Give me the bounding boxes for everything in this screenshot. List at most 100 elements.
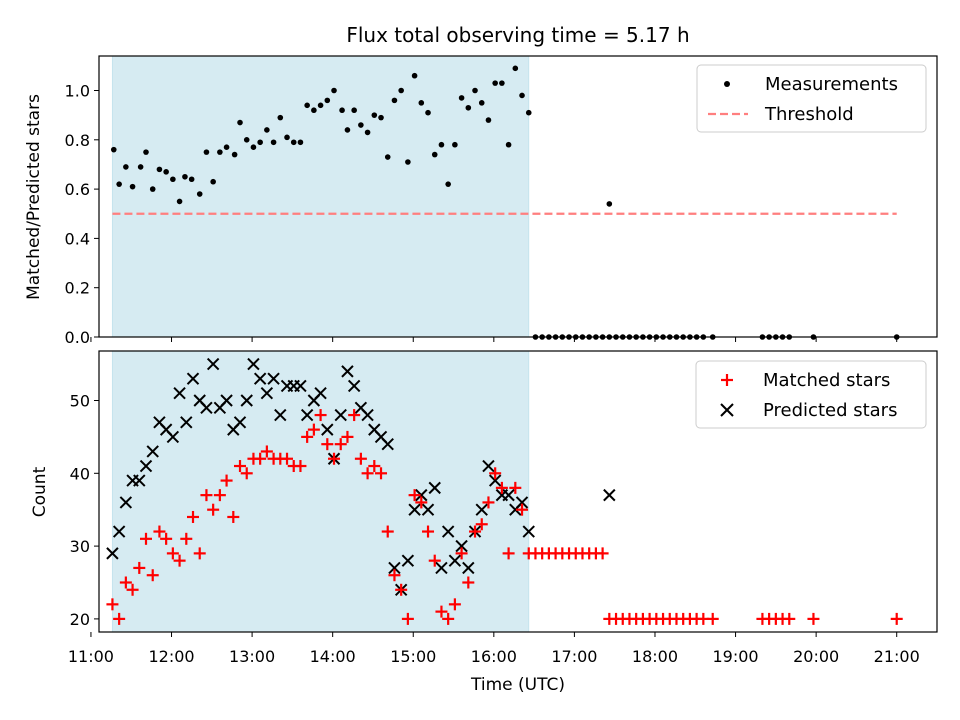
measurement-point <box>284 134 290 141</box>
measurement-point <box>519 92 525 99</box>
matched-point <box>475 518 488 531</box>
top-y-tick-label: 0.4 <box>65 229 90 248</box>
predicted-point <box>112 525 126 538</box>
matched-point <box>119 576 132 589</box>
measurement-point <box>499 80 505 86</box>
matched-point <box>126 583 139 596</box>
matched-point <box>361 467 374 480</box>
matched-point <box>187 510 200 523</box>
matched-point <box>348 409 361 422</box>
matched-point <box>160 532 173 545</box>
predicted-point <box>294 379 307 393</box>
predicted-point <box>515 496 529 509</box>
measurement-point <box>137 164 144 170</box>
measurement-point <box>311 107 317 114</box>
predicted-point <box>388 561 401 575</box>
top-legend-box <box>696 64 927 133</box>
matched-point <box>166 547 179 560</box>
measurement-point <box>237 119 243 126</box>
measurement-point <box>351 107 357 114</box>
matched-point <box>489 467 502 480</box>
matched-point <box>381 525 394 538</box>
x-tick-label: 12:00 <box>148 647 194 666</box>
predicted-point <box>334 408 347 422</box>
top-y-tick-label: 0.2 <box>65 279 90 298</box>
measurement-point <box>123 164 129 170</box>
predicted-point <box>321 423 334 436</box>
bottom-x-ticks: 11:00 12:00 13:00 14:00 15:00 16:00 17:00 18:00… <box>68 632 920 666</box>
matched-point <box>706 612 719 625</box>
matched-point <box>173 554 186 567</box>
matched-point <box>375 467 388 480</box>
predicted-point <box>502 488 515 502</box>
predicted-point <box>119 496 133 509</box>
predicted-point <box>408 503 421 516</box>
matched-point <box>227 510 240 523</box>
matched-point <box>314 409 327 422</box>
top-y-axis-label: Matched/Predicted stars <box>24 94 44 300</box>
bottom-y-ticks: 20 30 40 50 <box>70 392 99 629</box>
bottom-y-tick-label: 30 <box>70 537 90 556</box>
top-y-tick-label: 1.0 <box>65 82 90 101</box>
predicted-point <box>347 379 361 393</box>
matched-point <box>422 525 435 538</box>
bottom-legend: Matched stars Predicted stars <box>695 360 927 429</box>
matched-point <box>281 452 294 465</box>
x-axis-label: Time (UTC) <box>470 675 565 695</box>
measurement-point <box>223 144 230 151</box>
predicted-point <box>240 394 253 407</box>
matched-point <box>462 576 475 589</box>
measurement-point <box>196 191 203 197</box>
bottom-legend-box <box>695 360 927 429</box>
top-legend: Measurements Threshold <box>696 64 927 133</box>
measurement-point <box>445 181 451 187</box>
matched-point <box>395 583 408 596</box>
predicted-point <box>274 408 287 422</box>
measurement-point <box>243 137 250 143</box>
x-tick-label: 17:00 <box>551 647 597 666</box>
measurement-point <box>344 127 351 133</box>
matched-point <box>213 489 226 502</box>
measurement-point <box>458 95 465 101</box>
matched-point <box>509 481 522 494</box>
x-tick-label: 13:00 <box>229 647 275 666</box>
matched-point <box>495 481 508 494</box>
legend-measurements-label: Measurements <box>765 74 898 95</box>
measurement-point <box>277 114 284 121</box>
x-tick-label: 19:00 <box>713 647 759 666</box>
x-tick-label: 11:00 <box>68 647 114 666</box>
predicted-point <box>475 503 488 516</box>
measurement-point <box>290 139 297 146</box>
x-tick-label: 14:00 <box>310 647 356 666</box>
predicted-point <box>482 459 495 473</box>
measurement-point <box>384 154 391 160</box>
measurement-point <box>129 183 136 190</box>
matched-point <box>469 525 482 538</box>
matched-point <box>596 547 609 560</box>
matched-point <box>146 569 159 582</box>
x-tick-label: 21:00 <box>874 647 920 666</box>
matched-point <box>240 467 253 480</box>
legend-predicted-label: Predicted stars <box>763 400 897 421</box>
measurement-point <box>264 127 270 133</box>
predicted-point <box>441 525 455 538</box>
measurement-point <box>188 176 195 183</box>
measurement-point <box>452 141 458 148</box>
matched-point <box>368 460 381 473</box>
predicted-points <box>106 357 616 596</box>
legend-predicted-marker <box>720 403 734 417</box>
bottom-observing-window <box>111 350 530 633</box>
measurement-point <box>203 149 210 155</box>
predicted-point <box>247 357 260 371</box>
matched-point <box>307 423 320 436</box>
measurement-point <box>210 178 216 185</box>
top-y-ticks: 0.0 0.2 0.4 0.6 0.8 1.0 <box>65 82 99 347</box>
measurement-point <box>250 144 257 151</box>
predicted-point <box>488 474 502 487</box>
measurement-point <box>438 141 445 148</box>
predicted-point <box>146 445 159 458</box>
bottom-y-axis-label: Count <box>30 466 50 517</box>
legend-matched-label: Matched stars <box>763 370 890 391</box>
chart-title: Flux total observing time = 5.17 h <box>346 23 689 47</box>
predicted-point <box>341 365 354 378</box>
